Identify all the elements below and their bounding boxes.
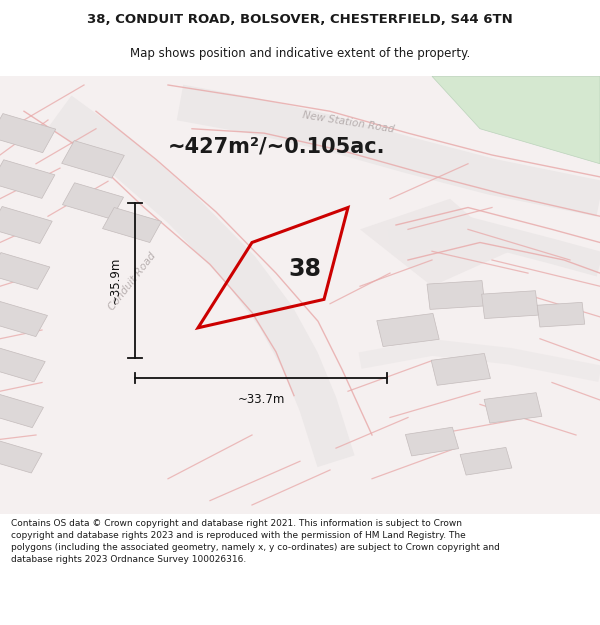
Text: Map shows position and indicative extent of the property.: Map shows position and indicative extent…: [130, 47, 470, 60]
Polygon shape: [360, 199, 510, 286]
Polygon shape: [377, 314, 439, 346]
Polygon shape: [0, 206, 52, 244]
Polygon shape: [62, 141, 124, 178]
Polygon shape: [482, 291, 538, 319]
Polygon shape: [0, 253, 50, 289]
Polygon shape: [0, 394, 43, 428]
Text: ~33.7m: ~33.7m: [238, 394, 284, 406]
Polygon shape: [0, 301, 47, 337]
Text: New Station Road: New Station Road: [301, 110, 395, 134]
Polygon shape: [103, 208, 161, 242]
Polygon shape: [427, 281, 485, 309]
Polygon shape: [0, 160, 55, 198]
Text: Contains OS data © Crown copyright and database right 2021. This information is : Contains OS data © Crown copyright and d…: [11, 519, 500, 564]
Text: ~35.9m: ~35.9m: [109, 257, 122, 304]
Polygon shape: [460, 448, 512, 475]
Polygon shape: [406, 428, 458, 456]
Polygon shape: [62, 182, 124, 219]
Text: 38: 38: [288, 258, 321, 281]
Polygon shape: [432, 76, 600, 164]
Polygon shape: [0, 348, 45, 382]
Polygon shape: [0, 441, 42, 473]
Polygon shape: [431, 354, 490, 385]
Text: 38, CONDUIT ROAD, BOLSOVER, CHESTERFIELD, S44 6TN: 38, CONDUIT ROAD, BOLSOVER, CHESTERFIELD…: [87, 12, 513, 26]
Polygon shape: [537, 302, 585, 327]
Polygon shape: [484, 392, 542, 423]
Polygon shape: [0, 114, 56, 152]
Text: Conduit Road: Conduit Road: [106, 251, 158, 312]
Text: ~427m²/~0.105ac.: ~427m²/~0.105ac.: [167, 136, 385, 156]
